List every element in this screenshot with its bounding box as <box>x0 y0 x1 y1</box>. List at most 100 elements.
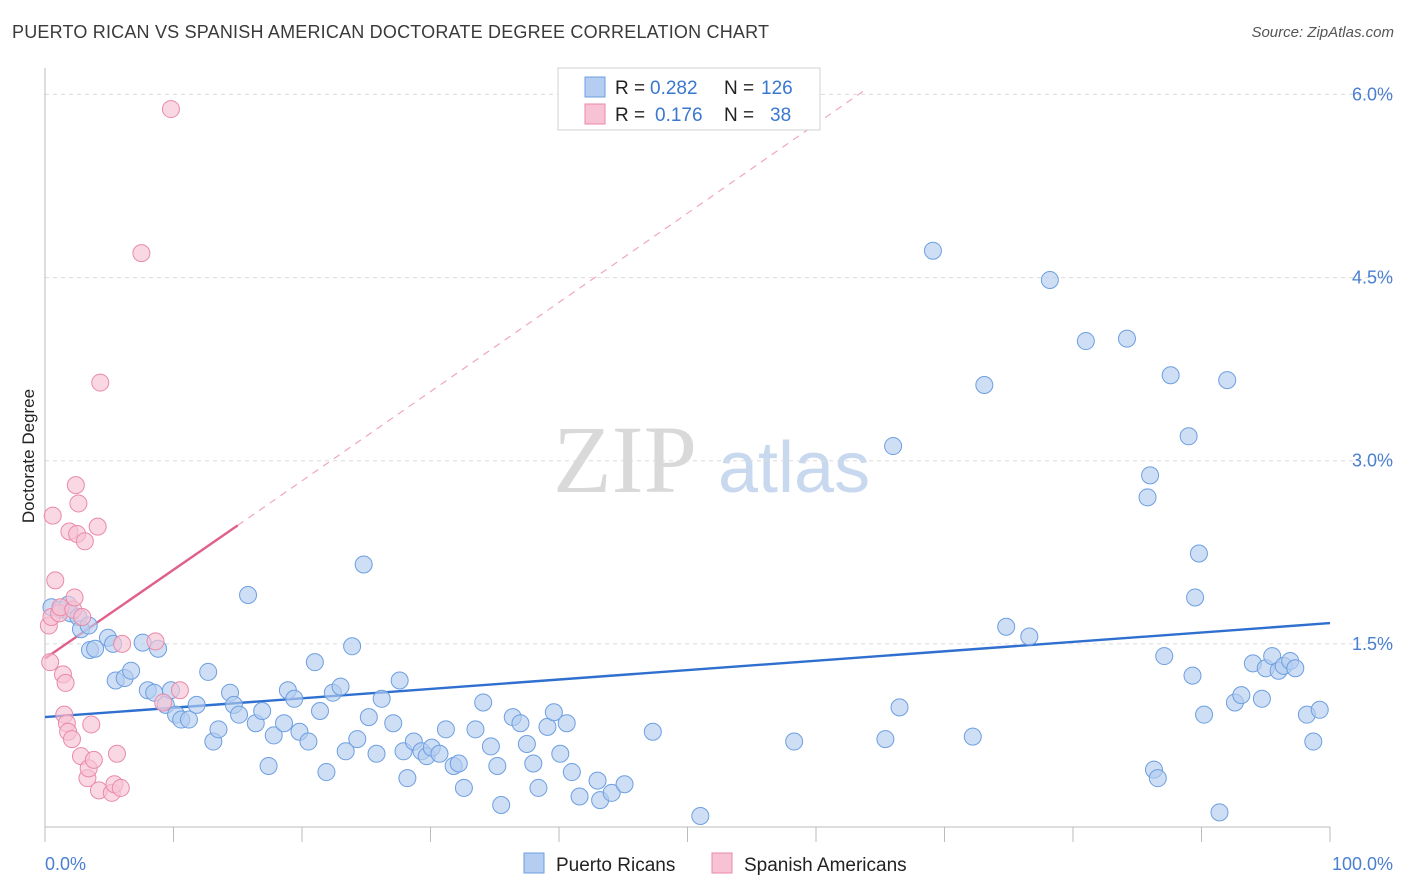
point-spanish-americans-16 <box>66 476 85 495</box>
point-puerto-ricans-40 <box>305 653 324 672</box>
legend-n-value-1: 126 <box>761 78 793 99</box>
data-points <box>39 100 1329 826</box>
trend-extension-spanish-americans <box>237 87 868 526</box>
point-puerto-ricans-51 <box>372 689 391 708</box>
point-spanish-americans-24 <box>82 715 101 734</box>
stats-legend: R = 0.282 N = 126 R = 0.176 N = 38 <box>557 67 821 131</box>
point-puerto-ricans-24 <box>199 662 218 681</box>
point-spanish-americans-31 <box>107 744 126 763</box>
y-tick-label-0: 1.5% <box>1352 634 1393 654</box>
point-puerto-ricans-52 <box>384 714 403 733</box>
point-puerto-ricans-80 <box>570 787 589 806</box>
point-puerto-ricans-35 <box>275 714 294 733</box>
source-label: Source: ZipAtlas.com <box>1251 24 1394 41</box>
point-puerto-ricans-33 <box>259 756 278 775</box>
point-puerto-ricans-90 <box>890 698 909 717</box>
point-puerto-ricans-110 <box>1210 803 1229 822</box>
grid-lines <box>45 93 1392 645</box>
legend-n-label-1: N = <box>724 78 754 99</box>
point-puerto-ricans-97 <box>1076 332 1095 351</box>
point-puerto-ricans-88 <box>876 730 895 749</box>
point-puerto-ricans-29 <box>230 705 249 724</box>
point-puerto-ricans-87 <box>785 732 804 751</box>
point-puerto-ricans-45 <box>336 742 355 761</box>
point-puerto-ricans-34 <box>264 726 283 745</box>
point-puerto-ricans-44 <box>331 677 350 696</box>
point-puerto-ricans-37 <box>285 689 304 708</box>
point-puerto-ricans-22 <box>179 710 198 729</box>
point-spanish-americans-21 <box>75 532 94 551</box>
legend-r-label-2: R = <box>615 105 645 126</box>
point-puerto-ricans-76 <box>544 703 563 722</box>
point-puerto-ricans-74 <box>529 778 548 797</box>
point-puerto-ricans-32 <box>253 702 272 721</box>
point-spanish-americans-18 <box>69 494 88 513</box>
point-puerto-ricans-121 <box>1286 659 1305 678</box>
point-puerto-ricans-85 <box>643 722 662 741</box>
point-spanish-americans-20 <box>73 607 92 626</box>
series-legend: Puerto Ricans Spanish Americans <box>523 852 907 876</box>
point-puerto-ricans-92 <box>963 727 982 746</box>
legend-swatch-spanish-americans <box>584 103 606 125</box>
y-tick-label-1: 3.0% <box>1352 451 1393 471</box>
point-puerto-ricans-86 <box>691 807 710 826</box>
point-spanish-americans-37 <box>161 100 180 119</box>
point-puerto-ricans-102 <box>1148 769 1167 788</box>
point-spanish-americans-33 <box>113 634 132 653</box>
point-puerto-ricans-71 <box>511 714 530 733</box>
point-puerto-ricans-64 <box>454 778 473 797</box>
point-spanish-americans-34 <box>132 244 151 263</box>
point-puerto-ricans-94 <box>997 617 1016 636</box>
x-tick-label-0: 0.0% <box>45 854 86 874</box>
point-spanish-americans-15 <box>65 588 84 607</box>
y-tick-label-2: 4.5% <box>1352 268 1393 288</box>
point-spanish-americans-4 <box>46 571 65 590</box>
point-puerto-ricans-96 <box>1040 271 1059 290</box>
bottom-legend-spanish-americans: Spanish Americans <box>744 855 907 876</box>
point-puerto-ricans-79 <box>562 763 581 782</box>
x-tick-label-1: 100.0% <box>1332 854 1393 874</box>
point-puerto-ricans-60 <box>430 744 449 763</box>
point-puerto-ricans-99 <box>1138 488 1157 507</box>
point-spanish-americans-9 <box>56 673 75 692</box>
point-puerto-ricans-66 <box>474 693 493 712</box>
point-puerto-ricans-41 <box>310 702 329 721</box>
point-puerto-ricans-73 <box>524 754 543 773</box>
point-spanish-americans-25 <box>84 750 103 769</box>
point-puerto-ricans-50 <box>367 744 386 763</box>
point-spanish-americans-28 <box>91 373 110 392</box>
point-puerto-ricans-105 <box>1179 427 1198 446</box>
point-puerto-ricans-42 <box>317 763 336 782</box>
point-puerto-ricans-100 <box>1141 466 1160 485</box>
point-puerto-ricans-111 <box>1218 371 1237 390</box>
point-puerto-ricans-103 <box>1155 647 1174 666</box>
point-puerto-ricans-95 <box>1020 627 1039 646</box>
point-puerto-ricans-39 <box>299 732 318 751</box>
point-spanish-americans-3 <box>43 506 62 525</box>
bottom-legend-swatch-spanish-americans <box>711 852 733 874</box>
bottom-legend-swatch-puerto-ricans <box>523 852 545 874</box>
point-spanish-americans-13 <box>62 730 81 749</box>
point-puerto-ricans-63 <box>449 754 468 773</box>
point-spanish-americans-38 <box>170 681 189 700</box>
tick-labels: 1.5% 3.0% 4.5% 6.0% 0.0% 100.0% <box>45 84 1393 874</box>
point-puerto-ricans-65 <box>466 720 485 739</box>
axes <box>44 68 1331 842</box>
point-puerto-ricans-109 <box>1195 705 1214 724</box>
point-puerto-ricans-30 <box>239 586 258 605</box>
point-puerto-ricans-78 <box>557 714 576 733</box>
legend-r-value-1: 0.282 <box>650 78 698 99</box>
point-puerto-ricans-26 <box>209 720 228 739</box>
chart-title: PUERTO RICAN VS SPANISH AMERICAN DOCTORA… <box>12 22 770 42</box>
trend-lines <box>44 87 1331 719</box>
point-spanish-americans-26 <box>88 517 107 536</box>
point-spanish-americans-35 <box>146 632 165 651</box>
point-puerto-ricans-107 <box>1186 588 1205 607</box>
legend-n-value-2: 38 <box>770 105 791 126</box>
point-puerto-ricans-98 <box>1117 329 1136 348</box>
point-puerto-ricans-113 <box>1232 686 1251 705</box>
y-axis-label: Doctorate Degree <box>19 389 38 523</box>
point-puerto-ricans-68 <box>488 756 507 775</box>
point-spanish-americans-1 <box>41 653 60 672</box>
legend-r-label-1: R = <box>615 78 645 99</box>
